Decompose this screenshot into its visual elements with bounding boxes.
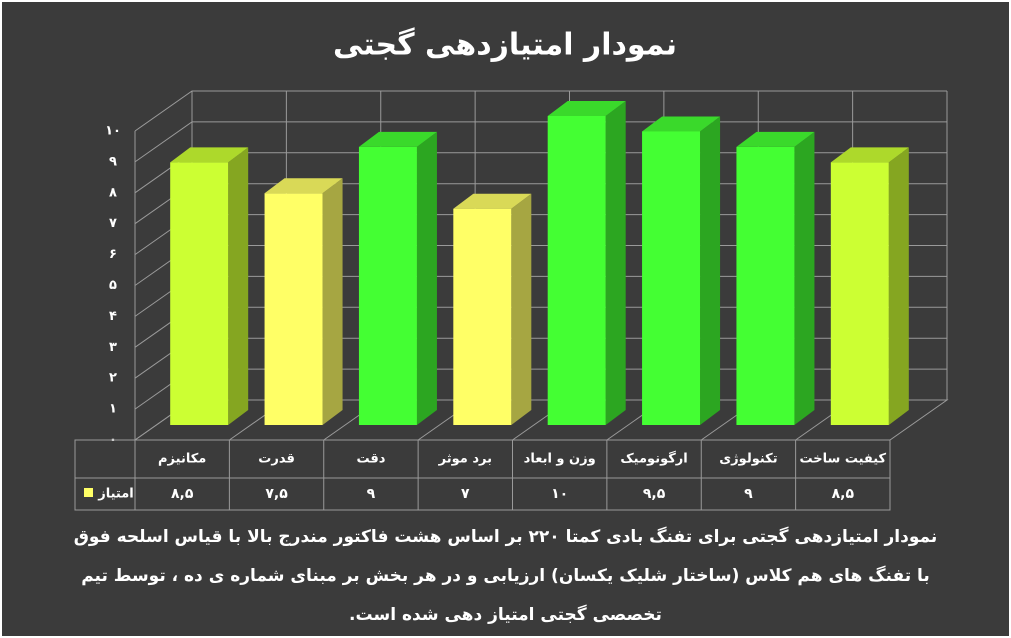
legend-swatch	[84, 488, 93, 497]
caption-line: نمودار امتیازدهی گجتی برای تفنگ بادی کمت…	[73, 527, 938, 547]
table-value: ۹,۵	[643, 486, 666, 502]
bar-side	[605, 101, 626, 425]
table-value: ۸,۵	[832, 486, 855, 502]
bar-top	[358, 131, 437, 147]
chart-title: نمودار امتیازدهی گجتی	[333, 27, 677, 63]
bar	[170, 162, 229, 425]
y-tick-label: ۳	[109, 340, 117, 355]
bar-side	[700, 116, 721, 425]
bar	[642, 131, 701, 425]
table-value: ۱۰	[551, 486, 568, 502]
y-tick-label: ۶	[109, 247, 117, 262]
bar-top	[736, 131, 815, 147]
table-value: ۹	[744, 486, 753, 502]
bar-side	[511, 193, 532, 425]
y-tick-label: ۵	[109, 278, 117, 293]
caption: نمودار امتیازدهی گجتی برای تفنگ بادی کمت…	[0, 518, 1011, 635]
table-value: ۷	[461, 486, 470, 502]
bar-side	[888, 147, 909, 425]
y-tick-label: ۹	[109, 154, 117, 169]
bar	[830, 162, 889, 425]
bar	[358, 146, 417, 425]
table	[74, 439, 891, 511]
x-tick-label: تکنولوژی	[719, 452, 777, 467]
bar-top	[170, 147, 249, 163]
y-tick-label: ۸	[109, 185, 117, 200]
bar-side	[416, 131, 437, 425]
x-tick-label: ارگونومیک	[620, 451, 687, 467]
y-tick-label: ۱	[109, 402, 117, 417]
x-tick-label: کیفیت ساخت	[800, 452, 887, 467]
bar-side	[794, 131, 815, 425]
y-tick-label: ۷	[109, 216, 117, 231]
bar	[736, 146, 795, 425]
bar-top	[642, 116, 721, 132]
y-tick-label: ۲	[109, 371, 117, 386]
x-tick-label: مکانیزم	[158, 452, 206, 467]
bar-side	[322, 178, 343, 425]
y-tick-label: ۱۰	[105, 124, 121, 139]
bar-top	[830, 147, 909, 163]
x-tick-label: وزن و ابعاد	[524, 452, 596, 467]
table-value: ۹	[367, 486, 376, 502]
table-value: ۷,۵	[265, 486, 288, 502]
legend-label: امتیاز	[97, 487, 133, 502]
bar	[453, 208, 512, 425]
bar-top	[547, 101, 626, 116]
bar	[264, 193, 323, 425]
bar-side	[228, 147, 249, 425]
x-tick-label: قدرت	[258, 452, 295, 467]
bar	[547, 116, 606, 425]
y-tick-label: ۴	[109, 309, 117, 324]
bar-top	[453, 193, 532, 209]
table-value: ۸,۵	[171, 486, 194, 502]
caption-line: تخصصی گجتی امتیاز دهی شده است.	[349, 605, 662, 625]
x-tick-label: برد موثر	[438, 452, 492, 467]
caption-line: با تفنگ های هم کلاس (ساختار شلیک یکسان) …	[81, 566, 930, 586]
bar-top	[264, 178, 343, 194]
x-tick-label: دقت	[356, 452, 385, 467]
